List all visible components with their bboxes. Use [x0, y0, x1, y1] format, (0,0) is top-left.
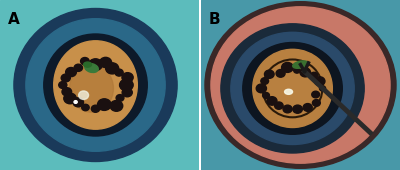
Circle shape	[98, 99, 111, 110]
Circle shape	[116, 95, 124, 101]
Ellipse shape	[14, 8, 177, 161]
Ellipse shape	[243, 42, 342, 134]
Circle shape	[256, 84, 266, 93]
Circle shape	[74, 64, 82, 71]
Circle shape	[120, 79, 133, 91]
Circle shape	[263, 92, 270, 98]
Ellipse shape	[253, 49, 332, 128]
Circle shape	[82, 104, 89, 111]
Circle shape	[312, 91, 320, 98]
Circle shape	[80, 57, 89, 65]
Circle shape	[294, 68, 300, 73]
Ellipse shape	[231, 32, 354, 144]
Circle shape	[264, 70, 274, 78]
Ellipse shape	[84, 62, 92, 67]
Circle shape	[267, 97, 277, 105]
Circle shape	[74, 101, 77, 103]
Circle shape	[276, 70, 285, 77]
Circle shape	[62, 88, 72, 96]
Ellipse shape	[221, 24, 364, 153]
Circle shape	[122, 73, 133, 82]
Circle shape	[300, 68, 310, 77]
Ellipse shape	[54, 41, 137, 129]
Circle shape	[89, 59, 102, 71]
Circle shape	[261, 78, 268, 84]
Circle shape	[61, 74, 70, 82]
Ellipse shape	[293, 61, 308, 68]
Circle shape	[64, 93, 76, 104]
Circle shape	[282, 62, 293, 72]
Circle shape	[320, 86, 326, 91]
Ellipse shape	[44, 34, 147, 136]
Circle shape	[91, 105, 100, 112]
Ellipse shape	[211, 7, 390, 163]
Ellipse shape	[70, 65, 114, 112]
Text: A: A	[8, 12, 20, 27]
Ellipse shape	[205, 2, 396, 168]
Circle shape	[312, 100, 320, 106]
Circle shape	[59, 82, 67, 88]
Circle shape	[115, 69, 123, 76]
Circle shape	[100, 57, 112, 67]
Circle shape	[310, 72, 318, 79]
Circle shape	[122, 88, 132, 97]
Circle shape	[73, 98, 84, 107]
Circle shape	[293, 105, 302, 113]
Circle shape	[66, 67, 76, 77]
Text: B: B	[209, 12, 220, 27]
Circle shape	[283, 105, 292, 113]
Circle shape	[314, 77, 325, 86]
Circle shape	[274, 102, 283, 109]
Ellipse shape	[26, 19, 165, 151]
Ellipse shape	[85, 64, 98, 72]
Ellipse shape	[284, 89, 292, 94]
Circle shape	[106, 63, 119, 74]
Circle shape	[110, 100, 123, 111]
Circle shape	[79, 91, 88, 99]
Circle shape	[303, 104, 312, 111]
